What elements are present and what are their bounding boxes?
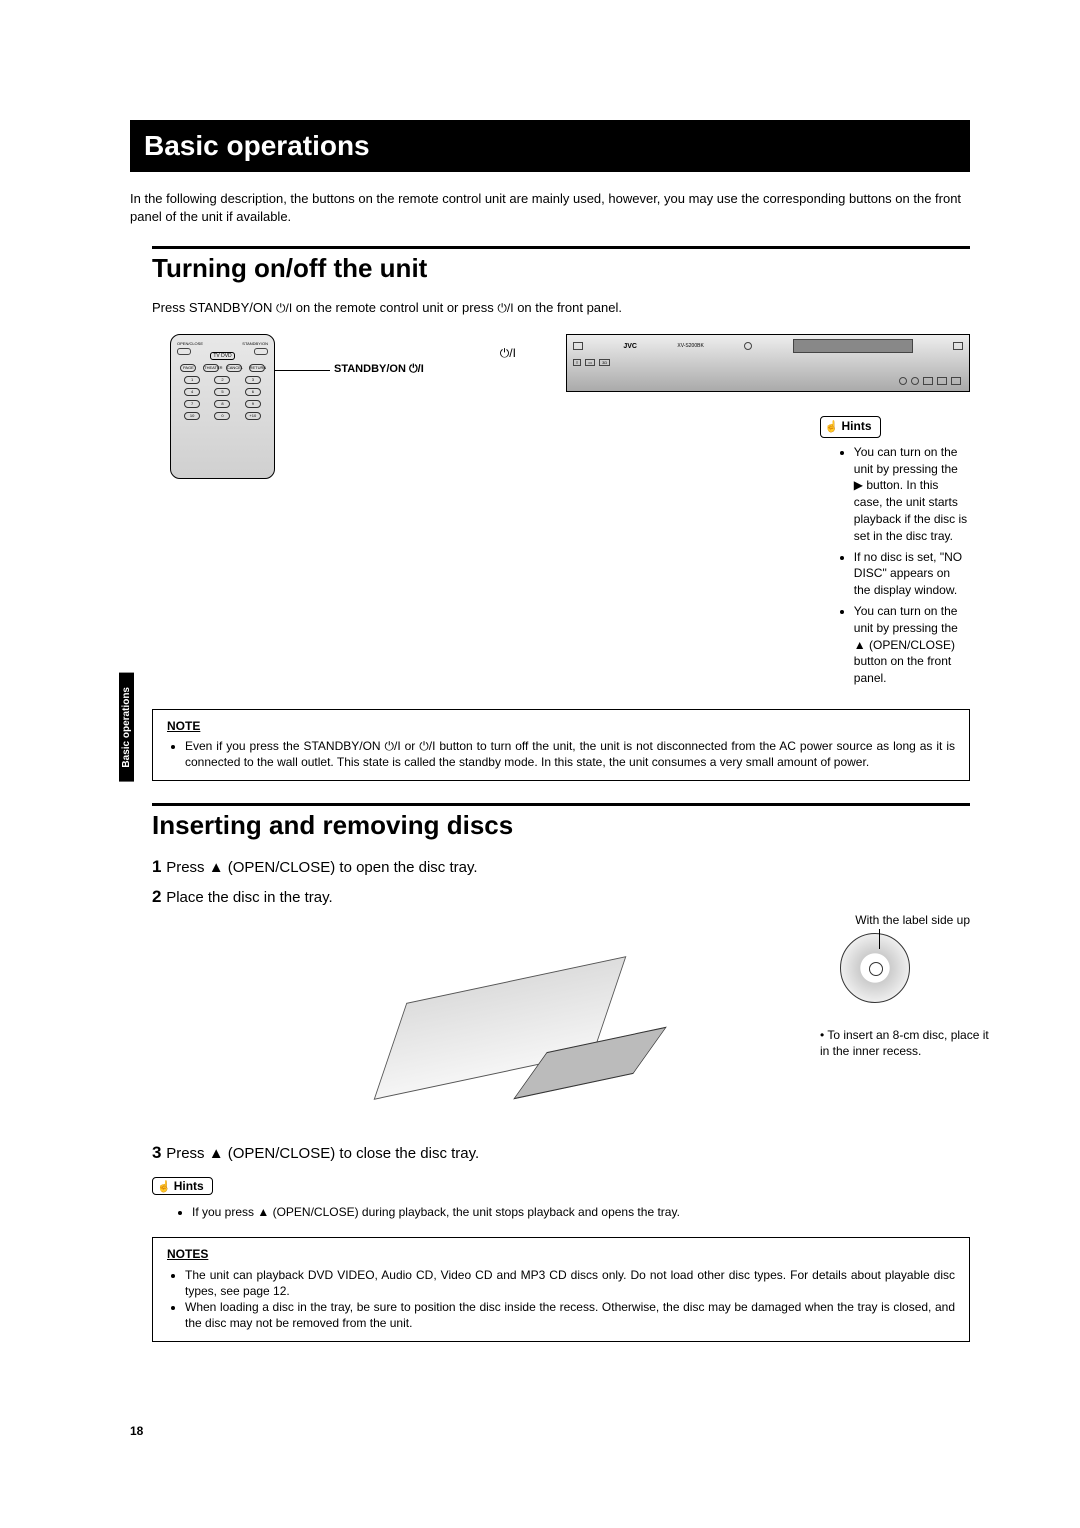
step-1: 1 Press ▲ (OPEN/CLOSE) to open the disc …: [152, 857, 970, 877]
diagram-row: OPEN/CLOSE STANDBY/ON TV DVD PAGE THEATE…: [170, 334, 970, 691]
note-item: The unit can playback DVD VIDEO, Audio C…: [185, 1267, 955, 1299]
remote-btn: RETURN: [249, 364, 265, 372]
hints-block-2: Hints If you press ▲ (OPEN/CLOSE) during…: [152, 1177, 970, 1219]
chip-icon: ≡: [573, 359, 581, 366]
num-btn: 4: [184, 388, 200, 396]
num-btn: 6: [245, 388, 261, 396]
panel-btn: [937, 377, 947, 385]
step-number: 1: [152, 857, 166, 876]
panel-text: XV-S200BK: [677, 343, 703, 349]
panel-btn: [911, 377, 919, 385]
page-content: Basic operations In the following descri…: [0, 0, 1080, 1342]
panel-btn: [899, 377, 907, 385]
hints-block: Hints You can turn on the unit by pressi…: [820, 416, 970, 687]
note-text: Even if you press the STANDBY/ON ⏻/I or …: [185, 738, 955, 770]
chip-icon: ▭: [585, 359, 595, 366]
hint-item: You can turn on the unit by pressing the…: [854, 603, 970, 687]
chip-icon: 3D: [599, 359, 610, 366]
step-number: 2: [152, 887, 166, 906]
step-text: Place the disc in the tray.: [166, 889, 332, 906]
panel-btn: [951, 377, 961, 385]
remote-diagram: OPEN/CLOSE STANDBY/ON TV DVD PAGE THEATE…: [170, 334, 275, 479]
remote-open-close-label: OPEN/CLOSE: [177, 341, 203, 346]
section2-heading: Inserting and removing discs: [152, 803, 970, 841]
notes-title: NOTES: [167, 1246, 955, 1262]
hints-tag: Hints: [152, 1177, 213, 1195]
step-text: Press ▲ (OPEN/CLOSE) to close the disc t…: [166, 1145, 479, 1162]
label-side-up: With the label side up: [855, 913, 970, 927]
device-panel-diagram: JVC XV-S200BK ≡ ▭ 3D: [566, 334, 970, 392]
remote-btn: THEATER: [203, 364, 219, 372]
num-btn: 1: [184, 376, 200, 384]
remote-btn: [254, 348, 268, 355]
section2: Inserting and removing discs 1 Press ▲ (…: [130, 803, 970, 1342]
num-btn: 9: [245, 400, 261, 408]
remote-tvdvd: TV DVD: [210, 352, 234, 360]
num-btn: +10: [245, 412, 261, 420]
hint-item: You can turn on the unit by pressing the…: [854, 444, 970, 545]
remote-standby-label: STANDBY/ON: [242, 341, 268, 346]
page-title: Basic operations: [130, 120, 970, 172]
disc-diagram: With the label side up • To insert an 8-…: [300, 913, 970, 1133]
press-mid: on the remote control unit or press: [292, 300, 497, 315]
press-instruction: Press STANDBY/ON ⏻/I on the remote contr…: [152, 300, 970, 316]
hint-item: If no disc is set, "NO DISC" appears on …: [854, 549, 970, 599]
hints-list: You can turn on the unit by pressing the…: [854, 444, 970, 687]
panel-btn: [923, 377, 933, 385]
intro-text: In the following description, the button…: [130, 190, 970, 226]
step-number: 3: [152, 1143, 166, 1162]
section1-heading: Turning on/off the unit: [152, 246, 970, 284]
callout-line: [275, 370, 330, 691]
remote-btn: PAGE: [180, 364, 196, 372]
remote-btn: CANCEL: [226, 364, 242, 372]
power-icon: ⏻/I: [500, 346, 516, 361]
notes-box: NOTES The unit can playback DVD VIDEO, A…: [152, 1237, 970, 1342]
display-window: [793, 339, 913, 353]
step-3: 3 Press ▲ (OPEN/CLOSE) to close the disc…: [152, 1143, 970, 1163]
note-box: NOTE Even if you press the STANDBY/ON ⏻/…: [152, 709, 970, 782]
brand-logo: JVC: [623, 343, 637, 350]
hints-list: If you press ▲ (OPEN/CLOSE) during playb…: [192, 1205, 970, 1219]
side-tab: Basic operations: [119, 673, 134, 782]
power-icon: ⏻/I: [276, 301, 292, 316]
step-text: Press ▲ (OPEN/CLOSE) to open the disc tr…: [166, 859, 477, 876]
page-number: 18: [130, 1424, 143, 1438]
recess-note: • To insert an 8-cm disc, place it in th…: [820, 1028, 1000, 1059]
note-item: When loading a disc in the tray, be sure…: [185, 1299, 955, 1331]
power-icon: ⏻/I: [409, 363, 424, 375]
power-icon: ⏻/I: [497, 301, 513, 316]
hints-tag: Hints: [820, 416, 881, 437]
num-btn: 0: [214, 412, 230, 420]
callout-line: [879, 929, 880, 949]
panel-btn: [573, 342, 583, 350]
num-btn: 7: [184, 400, 200, 408]
panel-knob: [744, 342, 752, 350]
standby-callout-label: STANDBY/ON ⏻/I: [334, 363, 424, 691]
note-title: NOTE: [167, 718, 955, 734]
num-btn: 5: [214, 388, 230, 396]
remote-btn: [177, 348, 191, 355]
press-post: on the front panel.: [514, 300, 622, 315]
panel-btn: [953, 342, 963, 350]
standby-text: STANDBY/ON: [334, 363, 409, 375]
press-pre: Press STANDBY/ON: [152, 300, 276, 315]
disc-icon: [840, 933, 910, 1003]
step-2: 2 Place the disc in the tray.: [152, 887, 970, 907]
num-btn: 10: [184, 412, 200, 420]
hint-item: If you press ▲ (OPEN/CLOSE) during playb…: [192, 1205, 970, 1219]
num-btn: 2: [214, 376, 230, 384]
num-btn: 8: [214, 400, 230, 408]
num-btn: 3: [245, 376, 261, 384]
